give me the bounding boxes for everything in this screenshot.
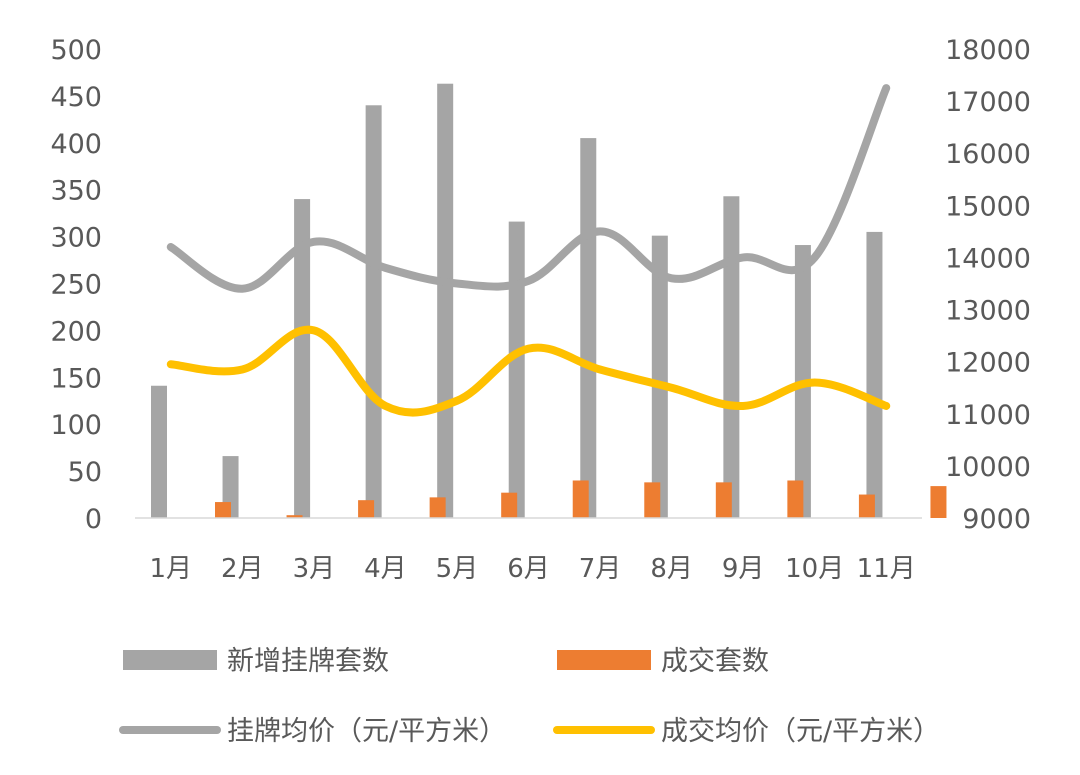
- deal-count-bar: [501, 493, 517, 518]
- right-axis-tick-label: 17000: [945, 87, 1031, 118]
- deal-count-bar: [430, 497, 446, 518]
- left-axis-tick-label: 350: [50, 176, 102, 207]
- listing-price-line: [171, 88, 886, 289]
- category-tick-label: 2月: [221, 554, 264, 584]
- deal-count-bar: [215, 502, 231, 518]
- deal-count-bar: [716, 482, 732, 518]
- category-tick-label: 3月: [293, 554, 336, 584]
- category-tick-label: 11月: [857, 554, 916, 584]
- listing-count-bar: [151, 386, 167, 518]
- left-axis-tick-label: 300: [50, 223, 102, 254]
- listing-count-bar: [366, 105, 382, 518]
- right-axis-tick-label: 14000: [945, 243, 1031, 274]
- deal-count-bar: [644, 482, 660, 518]
- right-axis-tick-label: 9000: [962, 504, 1031, 535]
- listing-count-bar: [437, 84, 453, 518]
- left-axis-tick-label: 100: [50, 410, 102, 441]
- category-axis-ticks: 1月 2月 3月 4月 5月 6月 7月 8月 9月 10月 11月: [149, 554, 915, 584]
- right-axis-tick-label: 15000: [945, 191, 1031, 222]
- category-tick-label: 9月: [722, 554, 765, 584]
- category-tick-label: 10月: [785, 554, 844, 584]
- category-tick-label: 8月: [650, 554, 693, 584]
- listing-count-bar: [723, 196, 739, 518]
- right-axis-tick-label: 16000: [945, 139, 1031, 170]
- category-tick-label: 6月: [507, 554, 550, 584]
- deal-count-bar: [358, 500, 374, 518]
- left-axis-tick-label: 400: [50, 129, 102, 160]
- deal-price-line: [171, 330, 886, 413]
- left-axis-tick-label: 0: [85, 504, 102, 535]
- legend-label: 新增挂牌套数: [227, 646, 389, 677]
- left-axis-tick-label: 250: [50, 270, 102, 301]
- right-axis-tick-label: 10000: [945, 452, 1031, 483]
- deal-count-bar: [573, 480, 589, 518]
- right-axis-tick-label: 13000: [945, 296, 1031, 327]
- legend-label: 成交均价（元/平方米）: [661, 716, 940, 747]
- legend-label: 成交套数: [661, 646, 769, 677]
- left-axis-tick-label: 150: [50, 363, 102, 394]
- left-axis-tick-label: 500: [50, 35, 102, 66]
- line-series: [171, 88, 886, 413]
- category-tick-label: 4月: [364, 554, 407, 584]
- deal-count-bar: [930, 486, 946, 518]
- legend-swatch-bar: [557, 650, 651, 670]
- category-tick-label: 1月: [149, 554, 192, 584]
- listing-count-bar: [866, 232, 882, 518]
- right-axis-tick-label: 12000: [945, 348, 1031, 379]
- category-tick-label: 7月: [579, 554, 622, 584]
- right-axis-tick-label: 18000: [945, 35, 1031, 66]
- left-axis-tick-label: 450: [50, 82, 102, 113]
- deal-count-bar: [787, 480, 803, 518]
- right-axis-ticks: 18000 17000 16000 15000 14000 13000 12000 11000…: [945, 35, 1031, 535]
- left-axis-tick-label: 200: [50, 316, 102, 347]
- listing-count-bar: [580, 138, 596, 518]
- right-axis-tick-label: 11000: [945, 400, 1031, 431]
- deal-count-bar: [859, 495, 875, 518]
- bar-series: [151, 84, 946, 518]
- legend-swatch-bar: [123, 650, 217, 670]
- category-tick-label: 5月: [436, 554, 479, 584]
- listing-count-bar: [509, 222, 525, 518]
- left-axis-tick-label: 50: [68, 457, 102, 488]
- legend-label: 挂牌均价（元/平方米）: [227, 716, 506, 747]
